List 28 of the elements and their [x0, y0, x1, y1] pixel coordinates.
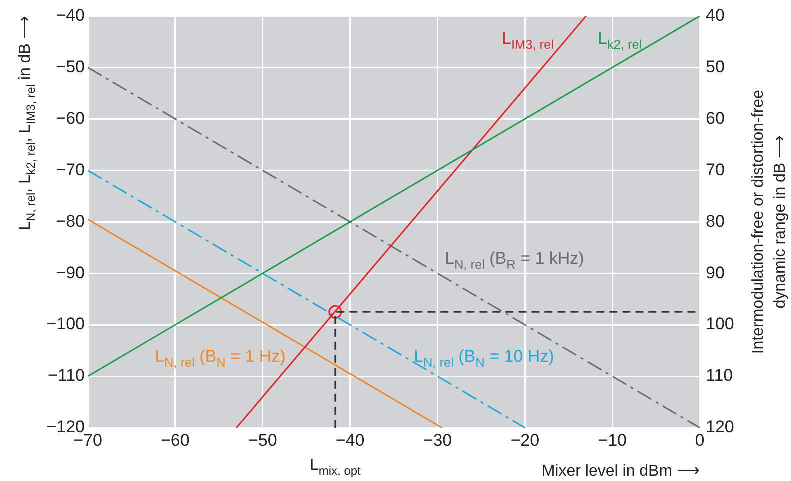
- y-tick-label: −120: [46, 418, 85, 437]
- y2-tick-label: 40: [706, 6, 725, 25]
- x-tick-label: −20: [510, 430, 540, 450]
- y2-tick-label: 50: [706, 57, 725, 76]
- x-tick-label: −50: [248, 430, 278, 450]
- x-tick-label: −40: [336, 430, 365, 450]
- y-tick-label: −100: [46, 314, 85, 334]
- y2-axis-title: Intermodulation-free or distortion-free dynamic range in dB ⟶: [750, 90, 789, 354]
- x-tick-label: −60: [161, 430, 190, 450]
- y2-tick-label: 60: [706, 108, 725, 128]
- y-tick-label: −40: [56, 6, 85, 25]
- y-axis-title: LN, rel, Lk2, rel, LIM3, rel in dB ⟶: [17, 16, 38, 230]
- y2-tick-label: 90: [706, 263, 725, 282]
- y2-tick-label: 120: [706, 418, 734, 437]
- y-tick-label: −90: [56, 263, 85, 282]
- y-tick-label: −70: [56, 160, 85, 180]
- y-tick-label: −50: [56, 57, 85, 76]
- x-axis-title: Mixer level in dBm ⟶: [542, 463, 700, 480]
- y2-tick-label: 70: [706, 160, 725, 180]
- y2-tick-label: 100: [706, 314, 734, 334]
- x-tick-label: 0: [695, 430, 705, 450]
- y2-tick-label: 80: [706, 212, 725, 231]
- y-tick-label: −60: [56, 108, 85, 128]
- y2-tick-label: 110: [706, 366, 734, 386]
- x-tick-label: −10: [598, 430, 627, 450]
- y-tick-label: −80: [56, 212, 85, 231]
- y-tick-label: −110: [48, 366, 85, 386]
- x-tick-label: −30: [423, 430, 452, 450]
